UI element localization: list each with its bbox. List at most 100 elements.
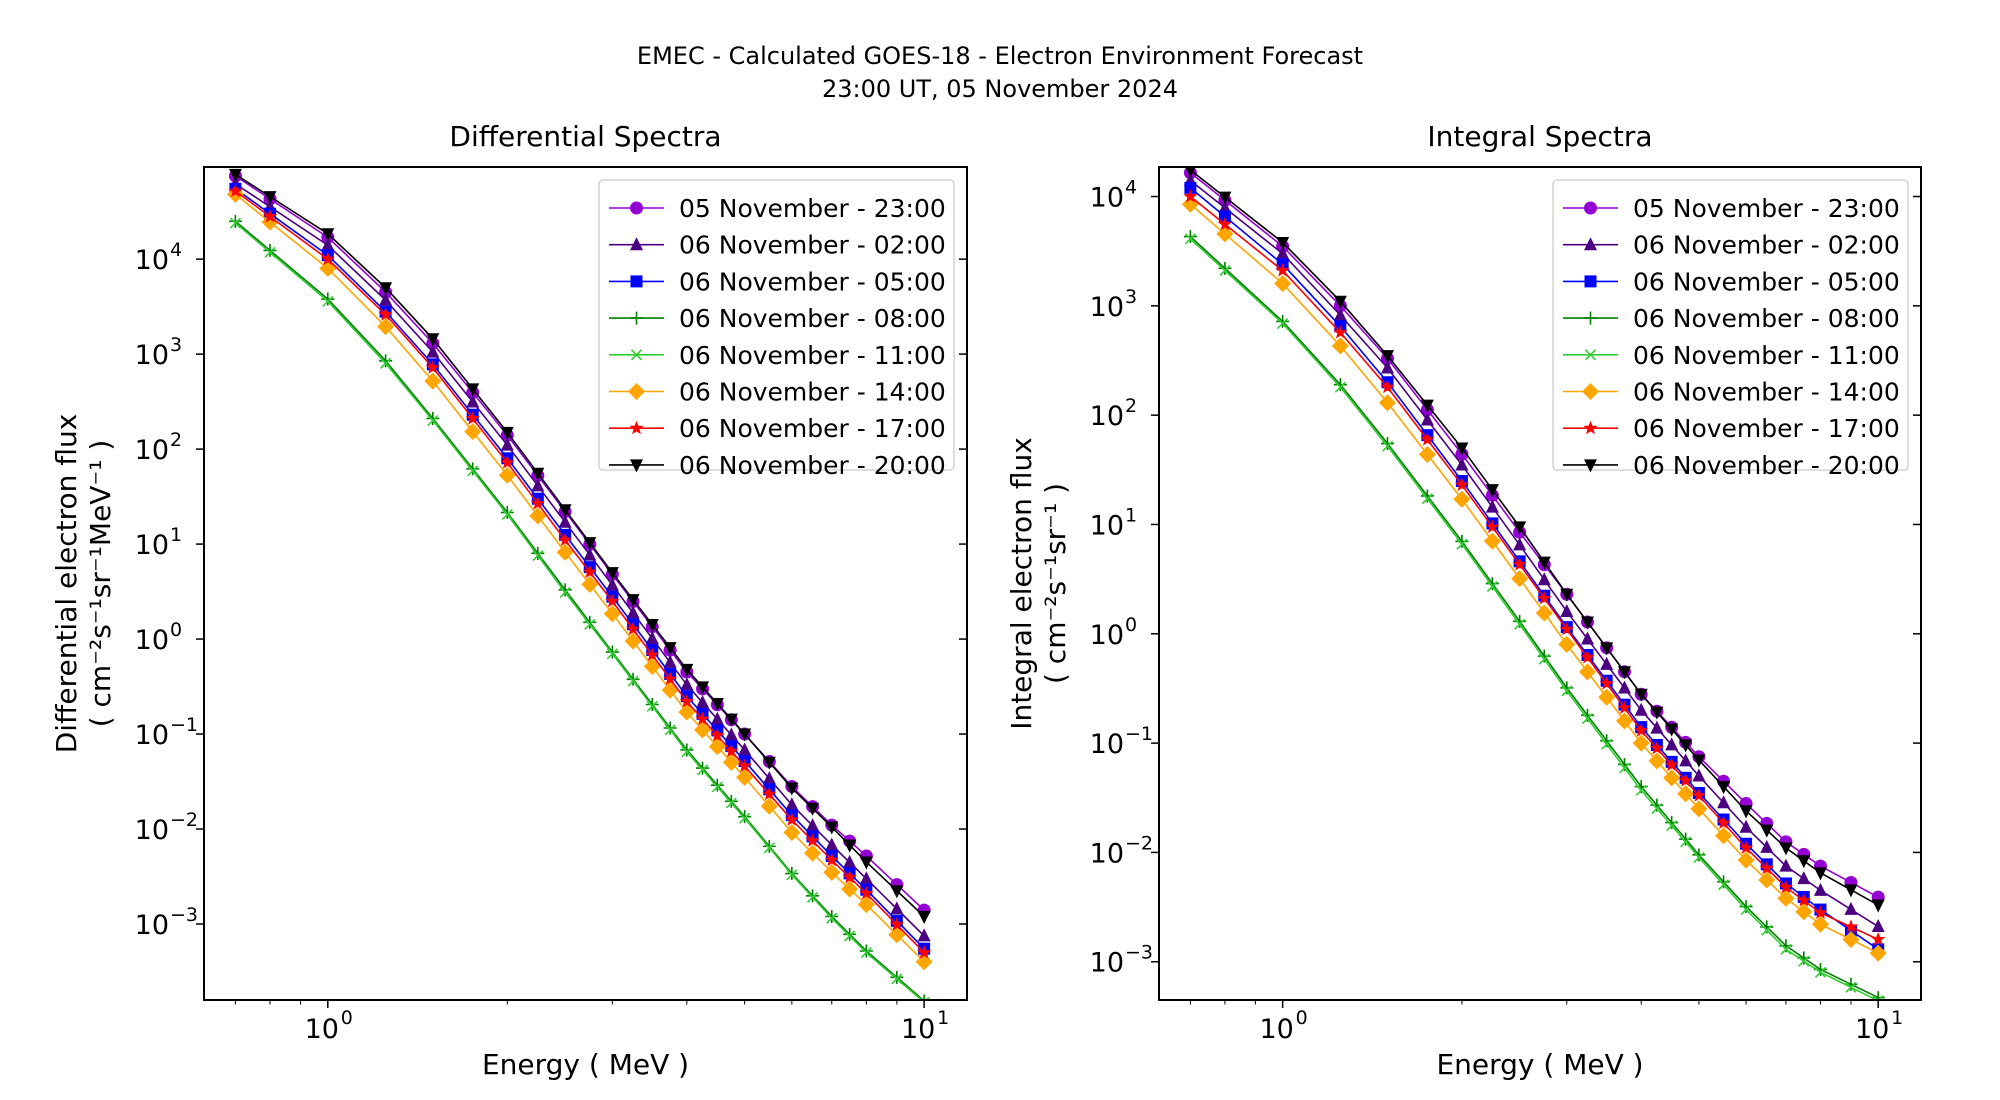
series-06-november-20-00-point [859, 856, 873, 870]
series-06-november-17-00-point [1512, 557, 1527, 571]
series-06-november-14-00-point [841, 880, 859, 898]
series-06-november-08-00-point [1665, 816, 1679, 830]
series-06-november-17-00-point [1380, 379, 1395, 394]
series-06-november-11-00-point [664, 724, 676, 736]
series-06-november-17-00-point [1778, 879, 1794, 894]
legend-label: 06 November - 05:00 [679, 267, 946, 296]
legend-item-05-november-23-00: 05 November - 23:00 [609, 194, 946, 223]
series-06-november-20-00-point [1420, 399, 1434, 413]
series-06-november-17-00-point [679, 694, 694, 708]
legend-item-06-november-11-00: 06 November - 11:00 [1563, 341, 1900, 370]
y-tick-label: 10 [1090, 292, 1124, 323]
series-06-november-20-00-point [1560, 588, 1574, 602]
legend-label: 06 November - 17:00 [679, 414, 946, 443]
series-06-november-14-00-point [556, 543, 574, 561]
series-06-november-08-00-point [531, 546, 545, 560]
panel-title: Differential Spectra [449, 120, 721, 153]
x-tick-label: 10 [305, 1014, 339, 1045]
legend-item-06-november-20-00: 06 November - 20:00 [609, 451, 946, 480]
series-06-november-14-00-point [581, 575, 599, 593]
series-06-november-17-00-point [465, 411, 480, 425]
legend-item-06-november-02-00: 06 November - 02:00 [1563, 231, 1900, 260]
series-06-november-20-00-point [1650, 706, 1664, 720]
series-06-november-02-00-point [645, 631, 659, 645]
legend-label: 06 November - 11:00 [679, 341, 946, 370]
legend-marker [1584, 349, 1597, 361]
legend-label: 06 November - 20:00 [1633, 451, 1900, 480]
series-06-november-20-00-point [1218, 191, 1232, 205]
axes-frame [1158, 166, 1922, 1001]
legend-item-06-november-05-00: 06 November - 05:00 [609, 267, 946, 296]
series-06-november-17-00-point [762, 786, 777, 801]
series-06-november-08-00-point [890, 970, 904, 984]
series-06-november-14-00-point [1511, 570, 1529, 588]
series-06-november-11-00-point [1581, 713, 1594, 725]
legend-marker [629, 420, 644, 435]
series-06-november-02-00-point [626, 605, 640, 619]
legend-label: 06 November - 08:00 [679, 304, 946, 333]
series-06-november-11-00-point [467, 465, 479, 477]
series-06-november-11-00-point [1514, 618, 1526, 630]
series-06-november-17-00-point [889, 917, 904, 931]
series-06-november-08-00-point [1333, 378, 1347, 392]
series-06-november-11-00-point [1814, 966, 1827, 978]
series-06-november-05-00-point [1218, 210, 1231, 223]
y-tick-label: 10 [135, 625, 169, 656]
series-06-november-11-00 [1184, 233, 1884, 1000]
series-06-november-14-00-point [1274, 275, 1292, 293]
series-06-november-14-00-point [1677, 785, 1695, 803]
legend-label: 05 November - 23:00 [679, 194, 946, 223]
series-06-november-14-00-point [1663, 769, 1681, 787]
y-tick-exponent: 0 [1125, 614, 1137, 636]
series-06-november-02-00-point [762, 771, 776, 785]
series-06-november-14-00-point [1777, 889, 1795, 907]
series-06-november-08-00-point [466, 462, 480, 476]
series-06-november-02-00-point [1692, 768, 1706, 782]
y-tick-exponent: 4 [170, 239, 182, 261]
series-06-november-11-00-point [1717, 879, 1730, 891]
series-06-november-11-00-point [1693, 851, 1705, 863]
y-tick-exponent: 2 [1125, 395, 1137, 417]
series-06-november-02-00-point [379, 292, 393, 306]
series-06-november-20-00-point [1779, 842, 1793, 856]
series-06-november-08-00 [228, 214, 925, 1000]
series-06-november-17-00-point [1649, 740, 1665, 755]
series-06-november-11-00-point [380, 357, 392, 369]
series-06-november-20-00-point [785, 782, 799, 796]
series-06-november-17-00-point [1217, 216, 1233, 231]
series-06-november-08-00-point [843, 927, 857, 941]
y-tick-exponent: 2 [170, 429, 182, 451]
series-06-november-14-00-point [1616, 712, 1634, 730]
legend-item-06-november-14-00: 06 November - 14:00 [1563, 378, 1900, 407]
legend-marker [1583, 420, 1598, 435]
series-06-november-17-00-point [1183, 189, 1198, 203]
series-06-november-11-00-point [1845, 981, 1857, 993]
series-06-november-11-00-point [229, 217, 241, 229]
series-06-november-17-00-point [1617, 700, 1632, 714]
series-06-november-11-00-point [918, 996, 930, 1000]
series-06-november-20-00-point [1665, 723, 1679, 737]
series-group [226, 168, 933, 1000]
series-06-november-14-00-point [643, 657, 661, 675]
series-06-november-11-00-point [891, 973, 903, 985]
legend-item-06-november-11-00: 06 November - 11:00 [609, 341, 946, 370]
y-tick-label: 10 [135, 340, 169, 371]
series-06-november-17-00-point [1559, 621, 1574, 636]
series-06-november-17-00-point [737, 758, 752, 773]
series-06-november-20-00-point [762, 756, 776, 770]
series-06-november-17-00-point [662, 671, 678, 686]
x-axis-label: Energy ( MeV ) [1436, 1048, 1643, 1081]
series-06-november-17-00-point [1333, 325, 1348, 339]
y-axis-units: ( cm⁻²s⁻¹sr⁻¹ ) [1039, 483, 1072, 684]
series-06-november-14-00-point [722, 753, 740, 771]
legend-label: 06 November - 02:00 [1633, 231, 1900, 260]
series-06-november-11-00-point [786, 869, 798, 881]
series-06-november-08-00-point [626, 672, 640, 686]
x-axis-label: Energy ( MeV ) [482, 1048, 689, 1081]
series-06-november-08-00-point [1218, 261, 1232, 275]
series-06-november-11-00-point [1798, 955, 1810, 967]
series-06-november-08-00-point [321, 292, 335, 306]
series-06-november-17-00-point [1275, 263, 1290, 277]
legend-box [1552, 179, 1909, 471]
series-06-november-08-00-point [680, 743, 694, 757]
